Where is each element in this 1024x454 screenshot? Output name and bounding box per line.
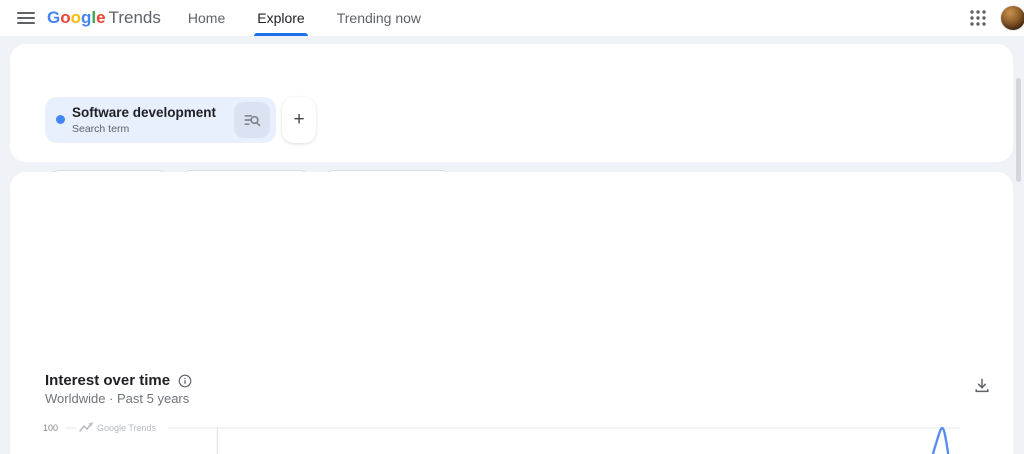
series-color-dot	[56, 115, 65, 124]
search-term-title: Software development	[72, 105, 217, 120]
chart-subtitle: Worldwide · Past 5 years	[45, 391, 190, 406]
info-icon[interactable]	[178, 374, 192, 388]
search-controls-card: Software development Search term + World…	[10, 44, 1013, 195]
manage-search-icon[interactable]	[234, 102, 270, 138]
search-term-type: Search term	[72, 123, 130, 135]
user-avatar[interactable]	[1000, 5, 1024, 31]
scrollbar-thumb[interactable]	[1016, 78, 1021, 182]
nav-tab-trending-now[interactable]: Trending now	[336, 10, 422, 26]
interest-chart: 020406080100Note20222023202420252026Goog…	[43, 421, 960, 454]
watermark-label: Google Trends	[97, 423, 157, 433]
google-trends-logo[interactable]: Google Trends	[47, 8, 161, 27]
chart-title: Interest over time	[45, 372, 171, 389]
top-navigation: Google Trends Home Explore Trending now	[0, 0, 1024, 36]
add-comparison-button[interactable]: +	[282, 97, 316, 143]
search-term-chip[interactable]: Software development Search term	[45, 97, 276, 143]
trending-icon	[79, 422, 93, 432]
nav-tab-explore[interactable]: Explore	[254, 0, 309, 36]
trending-arrowhead	[88, 423, 92, 427]
nav-right	[969, 0, 1024, 36]
trend-line	[931, 426, 950, 454]
chart-area: 020406080100Note20222023202420252026Goog…	[30, 418, 1010, 454]
y-tick-label: 100	[43, 423, 58, 433]
download-icon[interactable]	[968, 372, 996, 400]
watermark-bg	[76, 421, 168, 435]
nav-tab-home[interactable]: Home	[187, 10, 226, 26]
nav-tabs: Home Explore Trending now	[185, 0, 450, 36]
google-apps-icon[interactable]	[969, 9, 987, 27]
menu-icon[interactable]	[17, 12, 35, 24]
interest-over-time-card: Interest over time Worldwide · Past 5 ye…	[10, 172, 1013, 454]
